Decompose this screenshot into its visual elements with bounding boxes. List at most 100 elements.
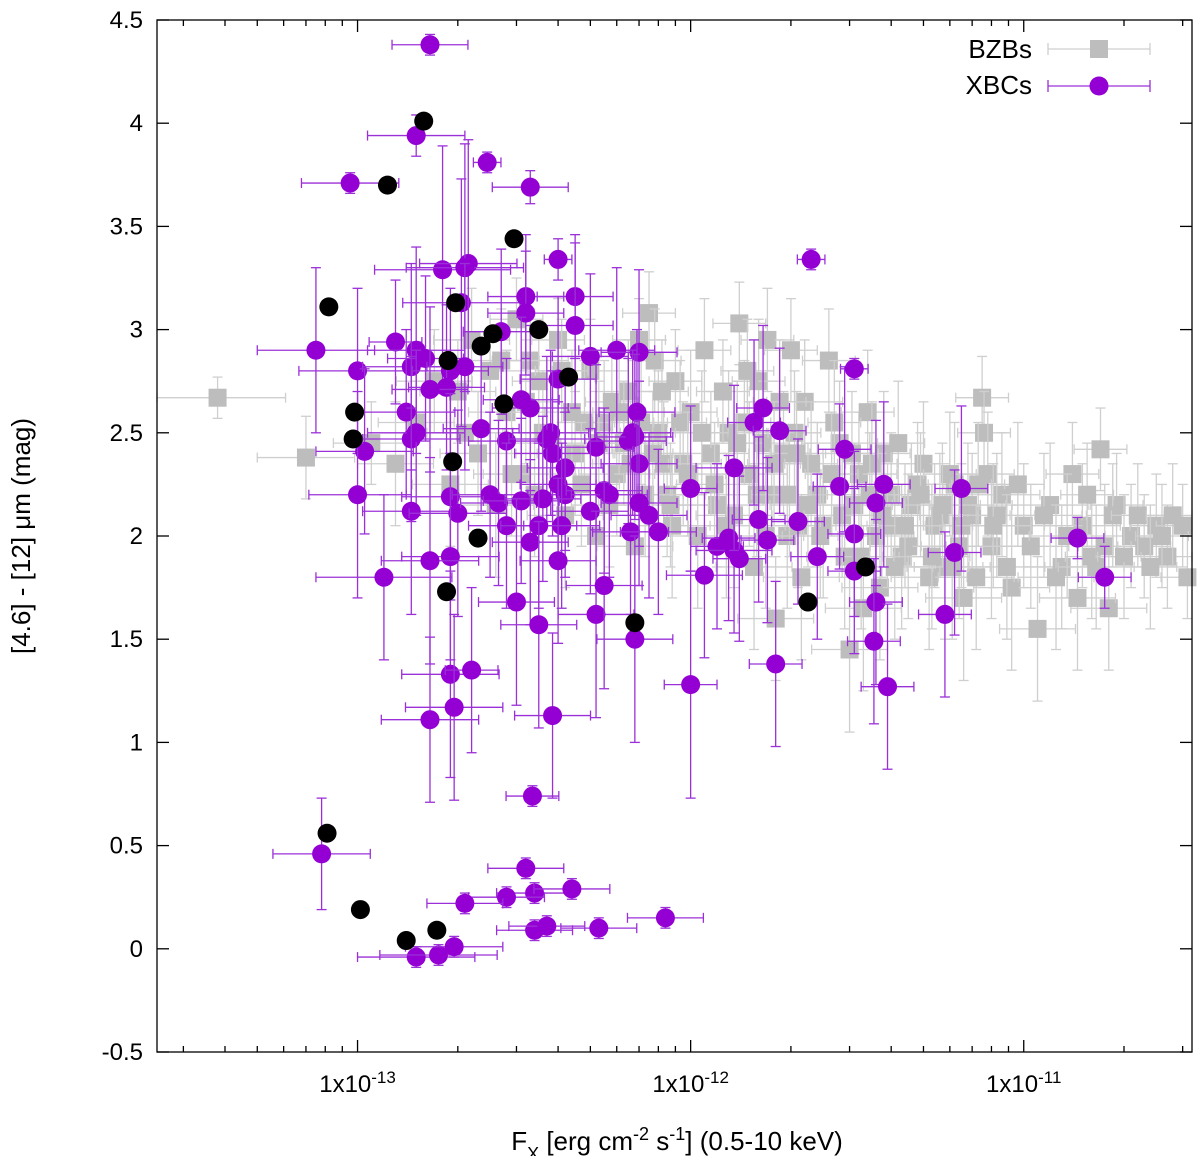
bzbs-point (967, 568, 986, 587)
highlighted-point (446, 293, 466, 313)
xbcs-point (580, 501, 600, 521)
y-tick-label: 2 (130, 523, 143, 550)
xbcs-point (729, 549, 749, 569)
legend: BZBs XBCs (966, 34, 1151, 100)
highlighted-point (414, 111, 434, 131)
y-tick-label: 0 (130, 936, 143, 963)
xbcs-point (543, 706, 563, 726)
xbcs-point (511, 390, 531, 410)
xbcs-point (844, 359, 864, 379)
xbcs-point (945, 543, 965, 563)
xbcs-point (1095, 567, 1115, 587)
y-tick-label: 1.5 (110, 626, 143, 653)
highlighted-point (343, 429, 363, 449)
bzbs-point (1135, 537, 1154, 556)
xbcs-point (433, 260, 453, 280)
bzbs-point (713, 382, 732, 401)
xbcs-point (396, 402, 416, 422)
xbcs-point (1067, 528, 1087, 548)
y-tick-label: 1 (130, 729, 143, 756)
highlighted-point (377, 175, 397, 195)
xbcs-point (420, 379, 440, 399)
bzbs-point (885, 557, 904, 576)
xbcs-point (589, 918, 609, 938)
xbcs-point (511, 491, 531, 511)
bzbs-point (1028, 619, 1047, 638)
xbcs-point (565, 315, 585, 335)
bzbs-point (502, 465, 521, 484)
xbcs-point (525, 883, 545, 903)
x-axis-title: FX [erg cm-2 s-1] (0.5-10 keV) (511, 1124, 843, 1156)
xbcs-point (681, 675, 701, 695)
bzbs-point (997, 557, 1016, 576)
highlighted-point (471, 336, 491, 356)
bzbs-point (895, 516, 914, 535)
xbcs-point (537, 429, 557, 449)
xbcs-point (455, 357, 475, 377)
xbcs-point (477, 152, 497, 172)
highlighted-point (345, 402, 365, 422)
xbcs-point (416, 348, 436, 368)
xbcs-point (348, 485, 368, 505)
xbcs-point (864, 631, 884, 651)
highlighted-point (443, 452, 463, 472)
bzbs-point (833, 506, 852, 525)
bzbs-point (889, 434, 908, 453)
xbcs-point (951, 479, 971, 499)
bzbs-point (1115, 547, 1134, 566)
xbcs-point (529, 615, 549, 635)
xbcs-point (496, 431, 516, 451)
bzbs-point (1152, 527, 1171, 545)
bzbs-point (1163, 506, 1182, 525)
xbcs-point (340, 173, 360, 193)
xbcs-point (462, 660, 482, 680)
xbcs-point (444, 697, 464, 717)
highlighted-point (319, 297, 339, 317)
xbcs-point (830, 476, 850, 496)
legend-marker-bzbs (1090, 40, 1108, 58)
xbcs-point (420, 551, 440, 571)
xbcs-point (599, 485, 619, 505)
xbcs-point (580, 346, 600, 366)
xbcs-point (807, 547, 827, 567)
bzbs-point (1158, 547, 1177, 566)
legend-label-xbcs: XBCs (966, 70, 1032, 100)
xbcs-point (586, 437, 606, 457)
bzbs-point (1034, 506, 1053, 525)
highlighted-point (350, 900, 370, 920)
xbcs-point (506, 592, 526, 612)
bzbs-point (730, 314, 749, 333)
bzbs-point (825, 413, 844, 432)
xbcs-point (496, 887, 516, 907)
xbcs-point (440, 547, 460, 567)
bzbs-point (811, 527, 830, 545)
bzbs-point (1091, 440, 1110, 459)
bzbs-point (792, 568, 811, 587)
y-tick-label: -0.5 (102, 1039, 143, 1066)
y-tick-label: 3 (130, 317, 143, 344)
xbcs-point (753, 398, 773, 418)
xbcs-point (766, 654, 786, 674)
bzbs-point (678, 465, 697, 484)
xbcs-point (306, 340, 326, 360)
bzbs-point (1068, 588, 1087, 607)
bzbs-point (701, 444, 720, 463)
xbcs-point (648, 522, 668, 542)
xbcs-point (448, 503, 468, 523)
bzbs-point (469, 444, 488, 463)
highlighted-point (625, 613, 645, 633)
bzbs-point (386, 454, 405, 473)
bzbs-point (645, 351, 664, 370)
bzbs-point (858, 403, 877, 422)
xbcs-point (562, 879, 582, 899)
highlighted-point (559, 367, 579, 387)
bzbs-point (695, 341, 714, 360)
xbcs-point (406, 947, 426, 967)
xbcs-point (749, 509, 769, 529)
xbcs-point (355, 441, 375, 461)
xbcs-point (537, 916, 557, 936)
xbcs-point (655, 908, 675, 928)
bzbs-point (954, 588, 973, 607)
xbcs-point (437, 377, 457, 397)
